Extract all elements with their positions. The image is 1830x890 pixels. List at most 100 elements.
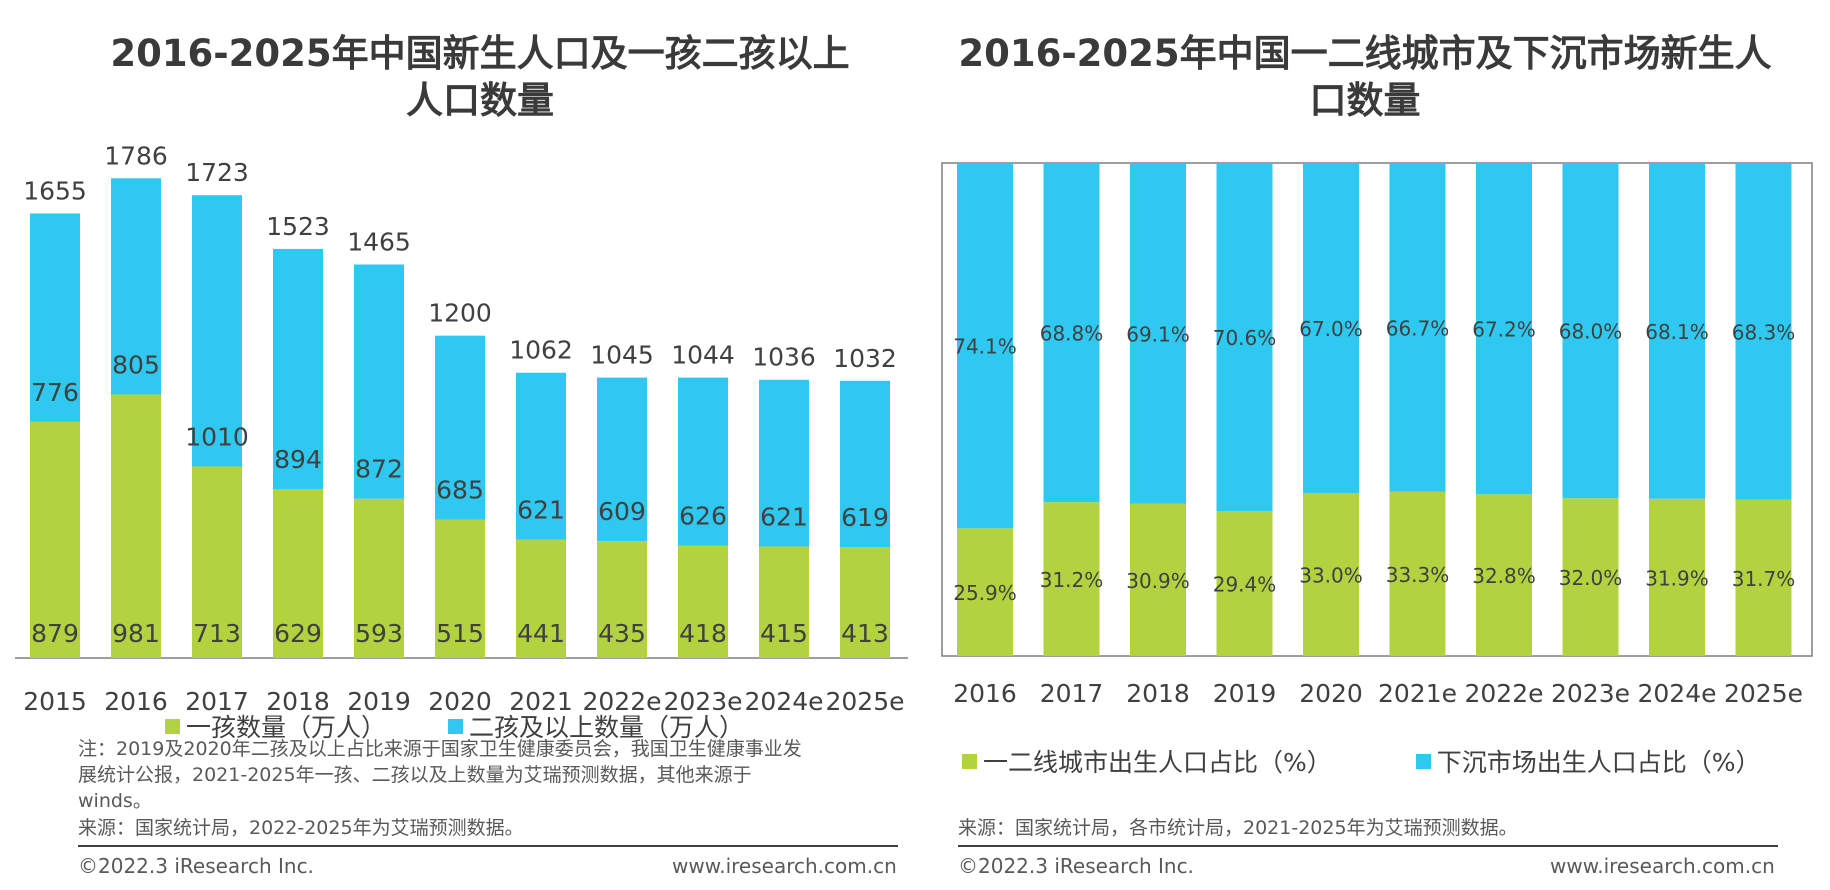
data-label-first-child: 879 <box>31 619 79 648</box>
data-label-total: 1062 <box>509 336 573 365</box>
x-tick-label: 2023e <box>663 687 742 716</box>
data-label-lower-tier: 66.7% <box>1386 316 1450 340</box>
data-label-second-child: 609 <box>598 497 646 526</box>
bar-first-child-2016 <box>111 394 161 658</box>
data-label-second-child: 621 <box>760 503 808 532</box>
bar-second-child-2016 <box>111 178 161 395</box>
left-note: 注：2019及2020年二孩及以上占比来源于国家卫生健康委员会，我国卫生健康事业… <box>78 736 908 814</box>
data-label-first-tier: 31.2% <box>1040 568 1104 592</box>
x-tick-label: 2019 <box>347 687 411 716</box>
data-label-first-child: 515 <box>436 619 484 648</box>
bar-first-tier-2023e <box>1562 498 1619 656</box>
x-tick-label: 2018 <box>1126 679 1190 708</box>
data-label-second-child: 894 <box>274 445 322 474</box>
right-source: 来源：国家统计局，各市统计局，2021-2025年为艾瑞预测数据。 <box>958 817 1518 839</box>
legend-swatch-green <box>165 718 180 734</box>
left-note-line1: 注：2019及2020年二孩及以上占比来源于国家卫生健康委员会，我国卫生健康事业… <box>78 738 802 760</box>
bar-lower-tier-2016 <box>957 163 1013 529</box>
bar-first-child-2022e <box>597 541 647 658</box>
bar-lower-tier-2024e <box>1649 163 1705 499</box>
bar-first-child-2015 <box>30 421 80 658</box>
data-label-second-child: 619 <box>841 503 889 532</box>
data-label-first-tier: 25.9% <box>953 581 1017 605</box>
x-tick-label: 2018 <box>266 687 330 716</box>
bar-first-child-2018 <box>273 489 323 658</box>
data-label-first-tier: 31.7% <box>1732 567 1796 591</box>
data-label-second-child: 626 <box>679 502 727 531</box>
bar-second-child-2019 <box>354 264 404 499</box>
x-tick-label: 2025e <box>1724 679 1803 708</box>
bar-first-tier-2025e <box>1735 499 1792 656</box>
bar-first-tier-2017 <box>1043 502 1100 656</box>
x-tick-label: 2017 <box>185 687 249 716</box>
left-chart-title-line2: 人口数量 <box>406 79 554 122</box>
data-label-first-tier: 32.0% <box>1559 566 1623 590</box>
bar-lower-tier-2025e <box>1735 163 1792 500</box>
data-label-first-tier: 33.3% <box>1386 563 1450 587</box>
data-label-first-child: 415 <box>760 619 808 648</box>
data-label-total: 1045 <box>590 341 654 370</box>
x-tick-label: 2016 <box>104 687 168 716</box>
bar-first-tier-2016 <box>957 528 1013 656</box>
plot-area-border <box>941 162 1813 657</box>
data-label-first-child: 413 <box>841 619 889 648</box>
x-tick-label: 2020 <box>1299 679 1363 708</box>
x-tick-label: 2019 <box>1213 679 1277 708</box>
bar-second-child-2024e <box>759 379 809 547</box>
x-tick-label: 2025e <box>825 687 904 716</box>
legend-swatch-blue <box>1415 753 1431 769</box>
left-chart-title: 2016-2025年中国新生人口及一孩二孩以上 人口数量 <box>60 30 900 124</box>
left-footer-divider <box>78 845 898 847</box>
left-chart-title-line1: 2016-2025年中国新生人口及一孩二孩以上 <box>110 32 850 75</box>
bar-second-child-2025e <box>840 380 890 548</box>
data-label-second-child: 621 <box>517 496 565 525</box>
data-label-total: 1036 <box>752 343 816 372</box>
data-label-lower-tier: 74.1% <box>953 335 1017 359</box>
data-label-first-child: 713 <box>193 619 241 648</box>
left-stacked-bar-chart: 879 776 1655 2015 981 805 1786 2016 713 1010 1723 2… <box>15 141 908 716</box>
left-legend-item-first: 一孩数量（万人） <box>165 708 386 744</box>
data-label-second-child: 685 <box>436 476 484 505</box>
data-label-first-tier: 30.9% <box>1126 569 1190 593</box>
x-tick-label: 2021e <box>1378 679 1457 708</box>
x-tick-label: 2024e <box>1637 679 1716 708</box>
data-label-first-child: 418 <box>679 619 727 648</box>
left-legend: 一孩数量（万人） 二孩及以上数量（万人） <box>165 708 744 744</box>
bar-lower-tier-2023e <box>1562 163 1619 499</box>
bar-first-child-2023e <box>678 545 728 658</box>
data-label-lower-tier: 70.6% <box>1213 326 1277 350</box>
data-label-lower-tier: 68.1% <box>1645 320 1709 344</box>
data-label-total: 1032 <box>833 344 897 373</box>
data-label-second-child: 872 <box>355 455 403 484</box>
data-label-total: 1723 <box>185 158 249 187</box>
bar-second-child-2021 <box>516 372 566 540</box>
data-label-lower-tier: 68.8% <box>1040 322 1104 346</box>
left-source: 来源：国家统计局，2022-2025年为艾瑞预测数据。 <box>78 817 524 839</box>
bar-first-tier-2019 <box>1216 511 1273 656</box>
bar-lower-tier-2018 <box>1130 163 1186 504</box>
left-note-line3: winds。 <box>78 790 152 812</box>
data-label-first-child: 629 <box>274 619 322 648</box>
data-label-first-tier: 29.4% <box>1213 573 1277 597</box>
right-chart-title: 2016-2025年中国一二线城市及下沉市场新生人 口数量 <box>935 30 1795 124</box>
bar-second-child-2022e <box>597 377 647 542</box>
right-copyright: ©2022.3 iResearch Inc. <box>958 854 1194 878</box>
right-chart-title-line2: 口数量 <box>1309 79 1421 122</box>
x-tick-label: 2021 <box>509 687 573 716</box>
bar-second-child-2017 <box>192 195 242 467</box>
bar-first-tier-2024e <box>1649 498 1705 656</box>
data-label-lower-tier: 68.3% <box>1732 320 1796 344</box>
data-label-total: 1200 <box>428 299 492 328</box>
bar-first-child-2017 <box>192 466 242 658</box>
bar-first-tier-2021e <box>1389 491 1446 656</box>
data-label-total: 1523 <box>266 212 330 241</box>
x-tick-label: 2022e <box>582 687 661 716</box>
bar-first-tier-2018 <box>1130 503 1186 656</box>
left-note-line2: 展统计公报，2021-2025年一孩、二孩以及上数量为艾瑞预测数据，其他来源于 <box>78 764 752 786</box>
left-url: www.iresearch.com.cn <box>672 854 897 878</box>
data-label-lower-tier: 68.0% <box>1559 320 1623 344</box>
bar-lower-tier-2020 <box>1303 163 1359 494</box>
right-footer-divider <box>958 845 1778 847</box>
right-chart-title-line1: 2016-2025年中国一二线城市及下沉市场新生人 <box>958 32 1772 75</box>
right-legend: 一二线城市出生人口占比（%） 下沉市场出生人口占比（%） <box>962 743 1761 779</box>
